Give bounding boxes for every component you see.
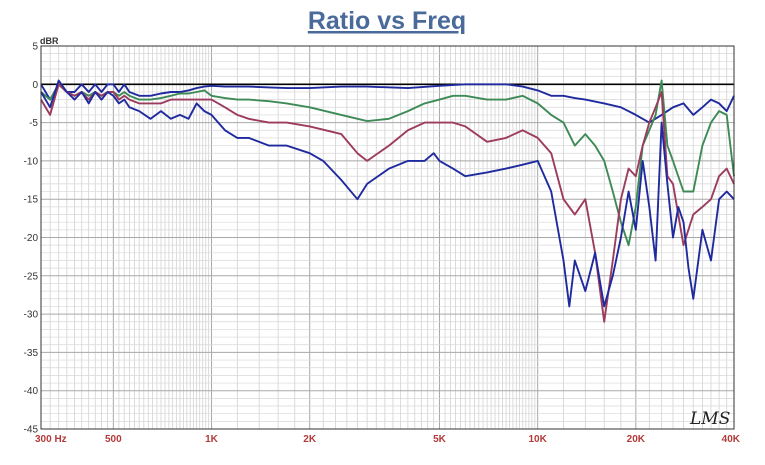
- series-line-2: [40, 79, 735, 247]
- y-tick-label: -20: [24, 233, 39, 244]
- y-tick-label: -45: [24, 425, 39, 436]
- y-tick-label: -40: [24, 386, 39, 397]
- x-tick-label: 300 Hz: [35, 434, 67, 445]
- y-tick-label: -30: [24, 310, 39, 321]
- y-axis-label: dBR: [40, 36, 59, 46]
- y-tick-label: -5: [29, 118, 38, 129]
- watermark: LMS: [689, 409, 730, 429]
- series-group: [40, 79, 735, 323]
- y-tick-label: -10: [24, 156, 39, 167]
- x-tick-label: 10K: [528, 434, 547, 445]
- y-tick-label: -25: [24, 271, 39, 282]
- y-tick-label: -35: [24, 348, 39, 359]
- y-tick-label: 0: [32, 80, 38, 91]
- series-line-3: [40, 83, 735, 323]
- series-line-4: [40, 79, 735, 308]
- y-tick-label: -15: [24, 195, 39, 206]
- plot-frame: [40, 45, 735, 430]
- x-tick-label: 5K: [433, 434, 447, 445]
- x-tick-label: 40K: [722, 434, 741, 445]
- chart-title: Ratio vs Freq: [308, 7, 466, 35]
- y-tick-label: 5: [32, 42, 38, 53]
- x-tick-label: 500: [105, 434, 122, 445]
- x-tick-label: 1K: [205, 434, 219, 445]
- x-tick-label: 20K: [627, 434, 646, 445]
- x-tick-label: 2K: [303, 434, 317, 445]
- grid: [40, 45, 735, 430]
